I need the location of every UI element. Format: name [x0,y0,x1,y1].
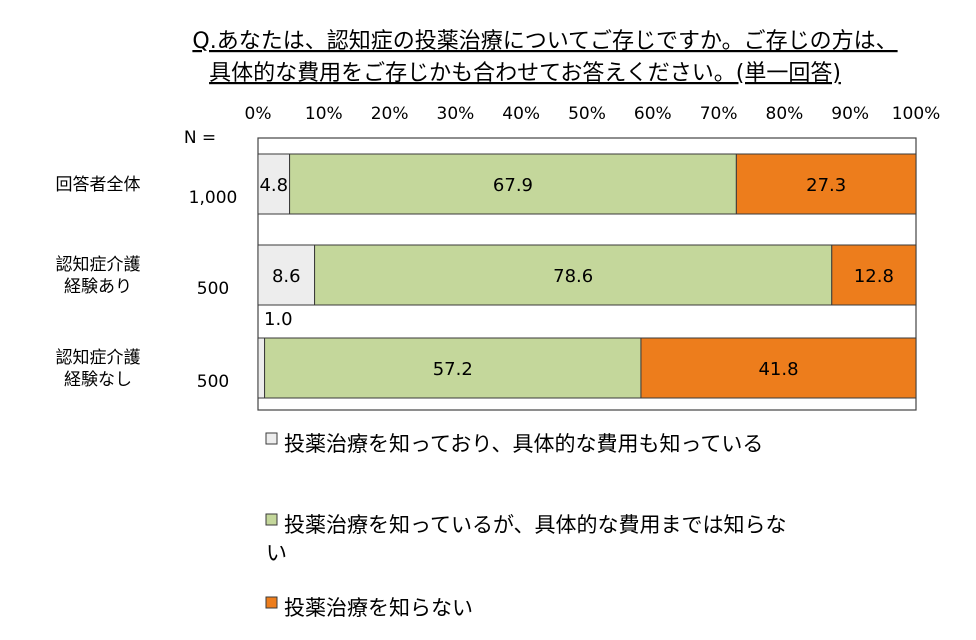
legend-label: 投薬治療を知らない [284,596,473,620]
x-tick-label: 20% [371,104,409,124]
data-label: 27.3 [806,175,846,196]
legend-label: 投薬治療を知っているが、具体的な費用までは知らな [284,513,787,537]
category-label: 回答者全体 [56,175,141,195]
legend-label: 投薬治療を知っており、具体的な費用も知っている [284,432,763,456]
bar-segment [257,244,316,306]
data-label: 8.6 [272,266,301,287]
chart-title-line-1: Q.あなたは、認知症の投薬治療についてご存じですか。ご存じの方は、 [192,29,897,54]
x-tick-label: 10% [305,104,343,124]
data-label: 12.8 [854,266,894,287]
category-label: 経験あり [64,277,132,297]
bars: 4.8 67.9 27.3 8.6 78.6 12.8 1.0 57.2 41.8 [257,153,917,399]
bar-segment [257,337,266,399]
x-tick-label: 90% [831,104,869,124]
bar-segment [289,153,737,215]
x-tick-label: 50% [568,104,606,124]
legend-swatch [265,596,278,609]
x-tick-label: 100% [892,104,941,124]
legend-swatch [265,513,278,526]
bar-segment [831,244,917,306]
n-value: 500 [197,279,229,299]
n-value: 1,000 [189,188,238,208]
x-tick-label: 70% [700,104,738,124]
data-label: 4.8 [259,175,288,196]
legend-swatch [265,432,278,445]
category-label: 認知症介護 [56,348,141,368]
legend-label: い [266,541,287,565]
n-header: N = [184,128,216,148]
bar-segment [264,337,642,399]
x-axis-ticks: 0% 10% 20% 30% 40% 50% 60% 70% 80% 90% 100% [245,104,941,124]
bar-segment [314,244,833,306]
x-tick-label: 60% [634,104,672,124]
data-label: 67.9 [493,175,533,196]
x-tick-label: 80% [766,104,804,124]
bar-segment [735,153,917,215]
data-label: 1.0 [264,309,293,330]
chart-title-line-2: 具体的な費用をご存じかも合わせてお答えください。(単一回答) [209,61,841,86]
bar-segment [640,337,917,399]
legend: 投薬治療を知っており、具体的な費用も知っている投薬治療を知っているが、具体的な費… [265,432,787,620]
category-label: 認知症介護 [56,255,141,275]
x-tick-label: 40% [502,104,540,124]
x-tick-label: 0% [245,104,272,124]
data-label: 78.6 [553,266,593,287]
x-tick-label: 30% [437,104,475,124]
n-value: 500 [197,372,229,392]
chart-title: Q.あなたは、認知症の投薬治療についてご存じですか。ご存じの方は、具体的な費用を… [192,29,897,86]
data-label: 57.2 [433,359,473,380]
bar-segment [257,153,291,215]
category-label: 経験なし [64,370,132,390]
data-label: 41.8 [758,359,798,380]
